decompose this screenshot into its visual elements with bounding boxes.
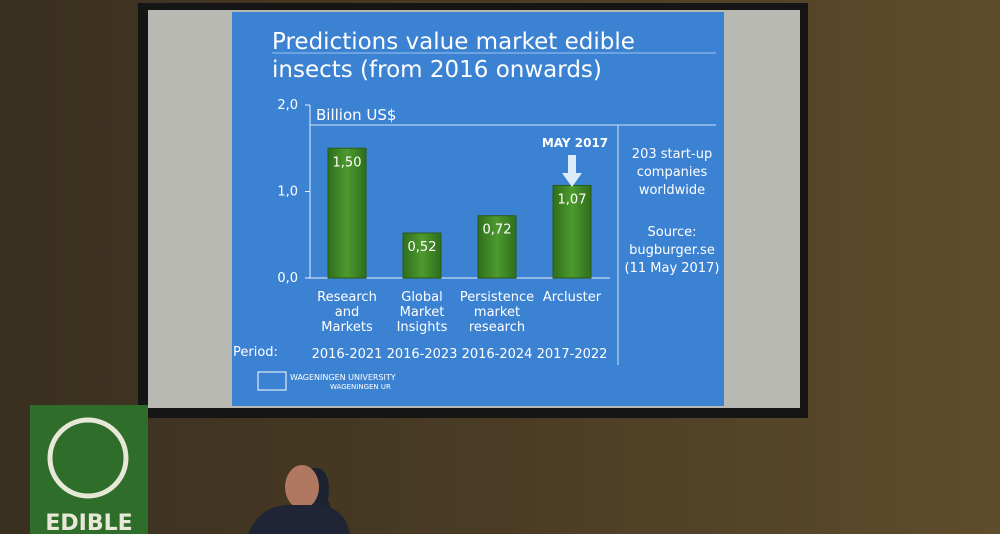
period: 2016-2021 — [311, 347, 383, 362]
annotation-arrow — [562, 155, 582, 187]
presenter-body — [248, 505, 350, 534]
value-label: 0,72 — [483, 223, 512, 238]
side-note: 203 start-up companies worldwide — [631, 147, 713, 198]
y-tick-label: 2,0 — [277, 98, 298, 113]
period-label: Period: — [233, 345, 278, 360]
y-tick-label: 1,0 — [277, 185, 298, 200]
period: 2017-2022 — [536, 347, 608, 362]
sign-globe — [47, 417, 129, 499]
sign-text: EDIBLE — [45, 511, 133, 534]
bar — [327, 147, 367, 279]
bar — [402, 232, 442, 279]
slide — [232, 12, 724, 406]
value-label: 1,50 — [333, 155, 362, 170]
chart-title: Predictions value market edible insects … — [272, 29, 635, 83]
x-tick-label: Research and Markets — [317, 290, 377, 335]
period: 2016-2023 — [386, 347, 458, 362]
logo-text: WAGENINGEN UNIVERSITY — [290, 373, 396, 382]
period: 2016-2024 — [461, 347, 533, 362]
x-tick-label: Arcluster — [542, 290, 602, 305]
presenter-head — [285, 465, 319, 509]
source: Source: bugburger.se (11 May 2017) — [624, 225, 720, 276]
value-label: 1,07 — [558, 192, 587, 207]
annotation: MAY 2017 — [541, 136, 609, 150]
y-tick-label: 0,0 — [277, 271, 298, 286]
value-label: 0,52 — [408, 240, 437, 255]
x-tick-label: Persistence market research — [459, 290, 535, 335]
logo-subtext: WAGENINGEN UR — [330, 383, 391, 391]
bar — [477, 215, 517, 279]
x-tick-label: Global Market Insights — [396, 290, 448, 335]
y-axis-label: Billion US$ — [316, 106, 397, 124]
logo-icon — [257, 371, 287, 391]
